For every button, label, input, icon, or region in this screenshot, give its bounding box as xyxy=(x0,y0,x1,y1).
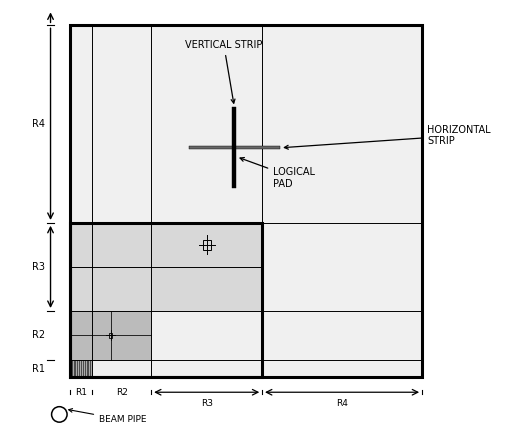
Text: R4: R4 xyxy=(335,399,347,408)
Bar xyxy=(188,146,280,149)
Text: BEAM PIPE: BEAM PIPE xyxy=(69,409,146,424)
Text: R1: R1 xyxy=(32,364,44,374)
Text: R4: R4 xyxy=(32,119,44,129)
Bar xyxy=(109,333,112,338)
Text: R2: R2 xyxy=(116,388,127,397)
Bar xyxy=(232,107,236,188)
Bar xyxy=(70,25,421,378)
Text: LOGICAL
PAD: LOGICAL PAD xyxy=(240,158,315,188)
Text: R3: R3 xyxy=(200,399,212,408)
Bar xyxy=(203,240,210,250)
Bar xyxy=(70,360,92,378)
Text: VERTICAL STRIP: VERTICAL STRIP xyxy=(185,40,262,103)
Bar xyxy=(70,223,262,378)
Bar xyxy=(70,311,151,360)
Text: R2: R2 xyxy=(32,330,44,340)
Bar xyxy=(70,25,421,378)
Text: HORIZONTAL
STRIP: HORIZONTAL STRIP xyxy=(284,125,490,149)
Text: R3: R3 xyxy=(32,262,44,272)
Text: R1: R1 xyxy=(75,388,87,397)
Bar xyxy=(70,223,262,311)
